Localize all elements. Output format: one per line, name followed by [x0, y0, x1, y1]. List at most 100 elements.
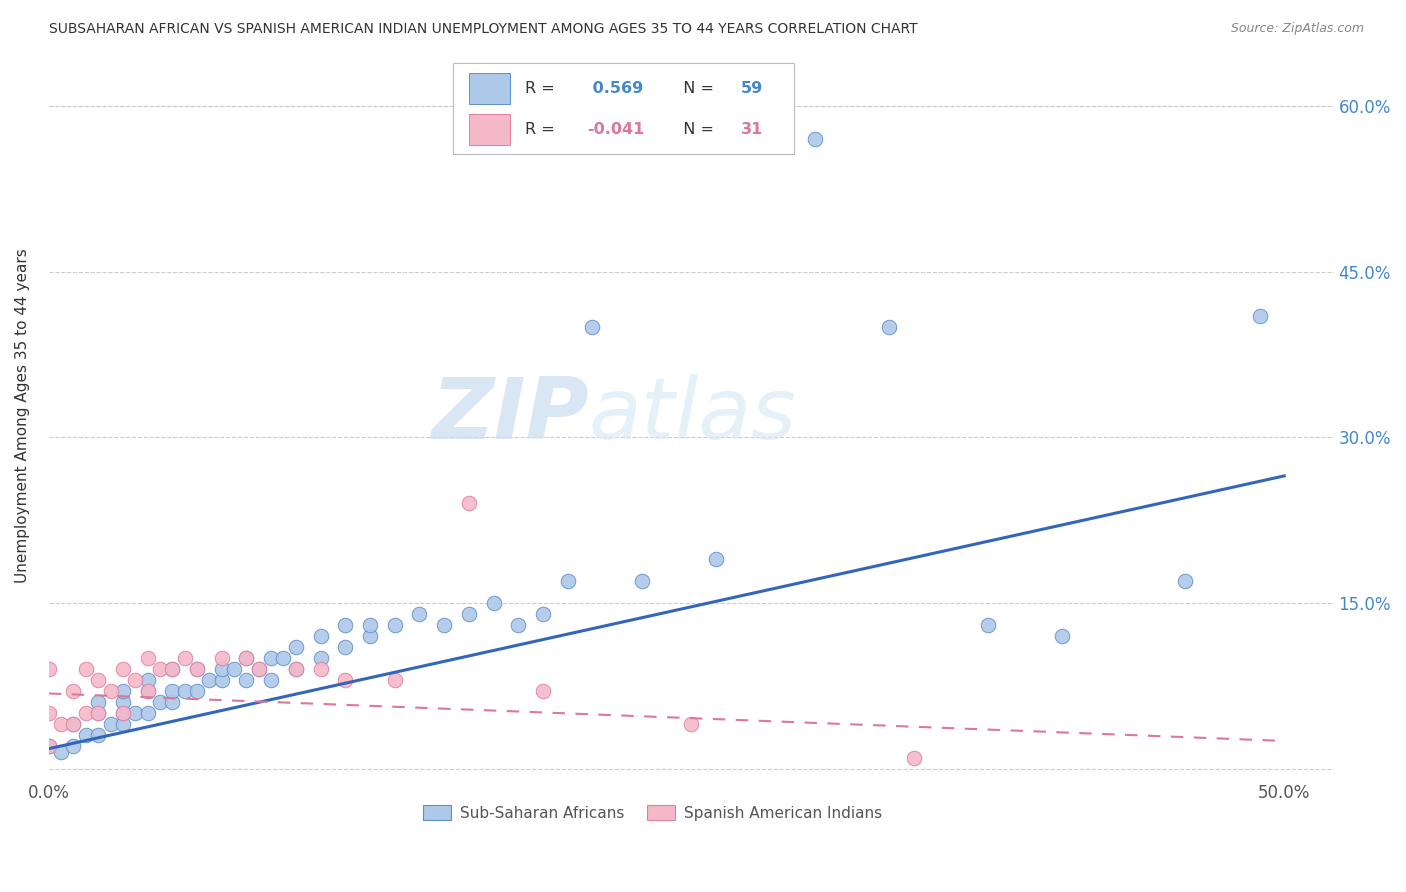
Point	[87, 706, 110, 721]
Point	[87, 695, 110, 709]
Point	[136, 651, 159, 665]
Point	[976, 618, 998, 632]
Point	[803, 132, 825, 146]
Point	[111, 684, 134, 698]
Point	[38, 739, 60, 754]
Point	[508, 618, 530, 632]
Point	[211, 662, 233, 676]
Point	[335, 618, 357, 632]
Text: atlas: atlas	[588, 374, 796, 457]
Text: N =: N =	[673, 81, 720, 96]
Point	[100, 684, 122, 698]
Point	[62, 717, 84, 731]
Point	[235, 673, 257, 688]
Point	[62, 684, 84, 698]
Point	[38, 739, 60, 754]
Point	[877, 319, 900, 334]
Point	[235, 651, 257, 665]
Point	[531, 607, 554, 621]
Point	[284, 662, 307, 676]
Point	[162, 695, 184, 709]
Point	[335, 673, 357, 688]
Point	[162, 684, 184, 698]
Point	[124, 673, 146, 688]
Text: -0.041: -0.041	[588, 122, 644, 137]
Point	[309, 651, 332, 665]
Text: 31: 31	[741, 122, 763, 137]
Point	[173, 684, 195, 698]
Point	[681, 717, 703, 731]
Point	[903, 750, 925, 764]
Point	[111, 717, 134, 731]
Point	[136, 684, 159, 698]
Point	[211, 651, 233, 665]
Point	[136, 684, 159, 698]
Point	[384, 673, 406, 688]
Point	[111, 662, 134, 676]
Point	[111, 695, 134, 709]
Point	[75, 706, 97, 721]
Point	[235, 651, 257, 665]
Point	[531, 684, 554, 698]
Point	[136, 673, 159, 688]
Point	[136, 706, 159, 721]
Point	[124, 706, 146, 721]
Point	[284, 640, 307, 654]
Text: SUBSAHARAN AFRICAN VS SPANISH AMERICAN INDIAN UNEMPLOYMENT AMONG AGES 35 TO 44 Y: SUBSAHARAN AFRICAN VS SPANISH AMERICAN I…	[49, 22, 918, 37]
Point	[149, 662, 172, 676]
Y-axis label: Unemployment Among Ages 35 to 44 years: Unemployment Among Ages 35 to 44 years	[15, 248, 30, 582]
Point	[87, 706, 110, 721]
Point	[75, 662, 97, 676]
Point	[335, 640, 357, 654]
Point	[198, 673, 221, 688]
Point	[211, 673, 233, 688]
Point	[162, 662, 184, 676]
Text: N =: N =	[673, 122, 720, 137]
Point	[162, 662, 184, 676]
Point	[38, 706, 60, 721]
Point	[260, 651, 283, 665]
Point	[62, 739, 84, 754]
Text: R =: R =	[526, 122, 561, 137]
Point	[247, 662, 270, 676]
Text: ZIP: ZIP	[430, 374, 588, 457]
Point	[273, 651, 295, 665]
Legend: Sub-Saharan Africans, Spanish American Indians: Sub-Saharan Africans, Spanish American I…	[418, 798, 889, 827]
Point	[186, 662, 208, 676]
Point	[384, 618, 406, 632]
Point	[359, 618, 381, 632]
Point	[1249, 309, 1271, 323]
Point	[408, 607, 430, 621]
Point	[100, 717, 122, 731]
Point	[247, 662, 270, 676]
Point	[49, 717, 72, 731]
Point	[1050, 629, 1073, 643]
Point	[482, 596, 505, 610]
Point	[309, 629, 332, 643]
Point	[260, 673, 283, 688]
FancyBboxPatch shape	[470, 73, 510, 104]
Point	[111, 706, 134, 721]
Point	[1174, 574, 1197, 588]
Text: 59: 59	[741, 81, 763, 96]
Point	[186, 684, 208, 698]
Text: R =: R =	[526, 81, 561, 96]
Point	[457, 496, 479, 510]
Text: Source: ZipAtlas.com: Source: ZipAtlas.com	[1230, 22, 1364, 36]
FancyBboxPatch shape	[470, 114, 510, 145]
FancyBboxPatch shape	[454, 63, 794, 154]
Point	[149, 695, 172, 709]
Point	[49, 745, 72, 759]
Point	[186, 662, 208, 676]
Point	[284, 662, 307, 676]
Point	[704, 551, 727, 566]
Point	[309, 662, 332, 676]
Point	[38, 662, 60, 676]
Point	[359, 629, 381, 643]
Point	[75, 728, 97, 742]
Point	[630, 574, 652, 588]
Point	[557, 574, 579, 588]
Text: 0.569: 0.569	[588, 81, 644, 96]
Point	[457, 607, 479, 621]
Point	[87, 728, 110, 742]
